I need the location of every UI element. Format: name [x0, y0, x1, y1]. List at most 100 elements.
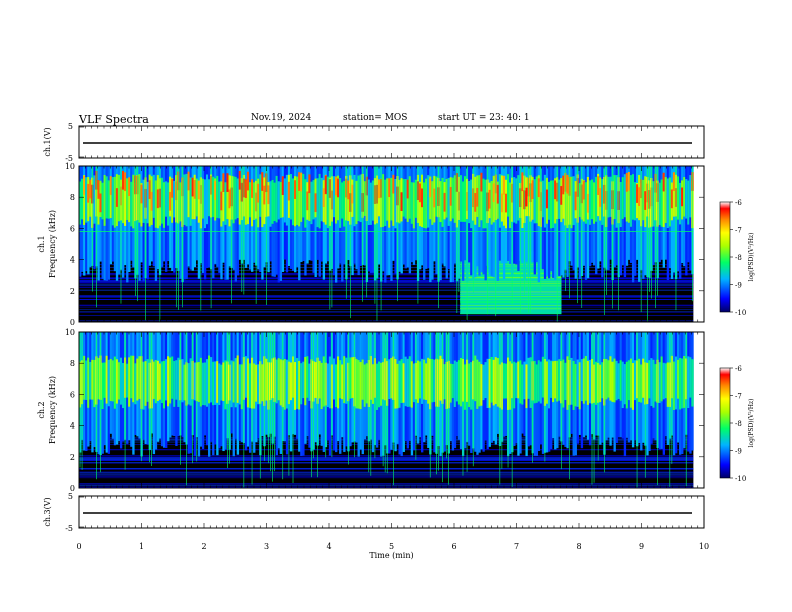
ch1-spec-streak-core — [218, 181, 221, 219]
ch1-spec-streak-peak — [433, 188, 436, 208]
ch1-spec-streak-core — [509, 182, 512, 229]
ch1-spec-streak-core — [668, 177, 672, 227]
ch2-spec-streak-core — [580, 359, 584, 402]
ch2-spec-streak-core — [658, 362, 661, 404]
ch1-spec-streak-peak — [586, 193, 590, 213]
ch2-spec-streak-core — [322, 356, 326, 407]
ch1-spec-streak — [435, 166, 438, 275]
ch2-spec-streak-core — [660, 356, 663, 402]
ch1-spec-streak-core — [607, 176, 610, 218]
ch1-spec-streak — [173, 166, 176, 273]
ch2-spec-streak-core — [144, 361, 147, 406]
ch2-spec-streak-core — [687, 356, 690, 409]
ch2-spec-streak-core — [234, 358, 237, 408]
ch2-spec-streak-core — [494, 357, 498, 404]
date-label: Nov.19, 2024 — [251, 113, 312, 123]
ch1-spec-streak-core — [257, 178, 260, 228]
ch1-spec-streak-core — [224, 182, 227, 225]
ch1-spec-streak-core — [384, 179, 387, 227]
ch2-spec-streak-core — [136, 358, 139, 401]
ch1-spec-streak-core — [253, 182, 256, 220]
ch1-spec-streak-core — [97, 181, 100, 225]
ch2-spec-streak-core — [279, 359, 283, 406]
ch1-spec-streak-core — [429, 176, 432, 220]
ch2-spec-streak-core — [240, 364, 244, 410]
ch2-spec-streak-core — [468, 363, 471, 408]
ch2-spec-streak-core — [633, 360, 637, 401]
ch2-spec-streak-core — [451, 363, 455, 399]
ch1-spec-streak — [142, 166, 145, 282]
ch2-spec-streak-core — [132, 355, 135, 403]
ch2-spec-ytick-label: 8 — [70, 359, 75, 368]
ch1-spec-streak-core — [502, 182, 506, 226]
ch2-spec-streak-core — [674, 356, 678, 410]
ch2-spec-streak-core — [550, 360, 553, 398]
ch1-spec-streak-peak — [87, 183, 90, 203]
ch2-spec-streak-core — [425, 363, 428, 400]
ch2-spec-streak-core — [154, 359, 158, 404]
ch1-spec-streak-peak — [124, 172, 127, 192]
ch1-spec-streak-peak — [322, 188, 326, 207]
ch1-spec-streak — [670, 166, 674, 279]
ch1-spec-streak-peak — [670, 189, 674, 209]
ch1-spec-streak — [390, 166, 393, 281]
ch1-spec-streak — [562, 166, 565, 278]
ch1-spec-streak-peak — [392, 174, 395, 194]
ch2-spec-streak-core — [443, 364, 446, 400]
ch1-spec-streak-core — [468, 180, 471, 224]
ch2-spec-streak-core — [519, 360, 522, 404]
ch2-spec-streak-core — [527, 357, 530, 399]
ch1-spec-streak — [578, 166, 582, 279]
ch1-spec-streak-peak — [480, 172, 483, 192]
ch1-spec-streak — [642, 166, 645, 279]
ch1-spec-streak-peak — [122, 170, 125, 190]
ch1-spec-streak — [259, 166, 262, 273]
ch2-spec-streak-core — [453, 360, 457, 407]
ch2-spec-streak-core — [181, 359, 184, 403]
ch1-spec-streak-peak — [429, 178, 432, 198]
ch1-spec-streak — [273, 166, 276, 277]
ch1-spec-streak-peak — [128, 177, 131, 197]
ch2-spec-streak-core — [482, 364, 485, 401]
ch1-spec-streak-core — [590, 179, 594, 220]
ch2-spec-streak-core — [431, 359, 434, 403]
ch2-spec-streak-core — [89, 361, 92, 400]
ch1-spec-streak-core — [566, 179, 569, 229]
ch2-spec-streak-core — [183, 364, 186, 401]
ch1-spec-streak-peak — [109, 176, 113, 195]
ch2-spec-streak-core — [97, 357, 100, 400]
ch1-spec-streak-peak — [238, 170, 242, 190]
ch2-spec-streak-core — [547, 359, 551, 409]
ch1-spec-streak-core — [662, 173, 666, 228]
ch1-spec-streak-core — [302, 173, 305, 218]
ch1-spec-streak-core — [203, 179, 207, 229]
ch1-spec-streak-core — [572, 176, 575, 226]
ch2-spec-streak-core — [474, 355, 477, 402]
ch2-spec-streak-core — [574, 364, 577, 407]
ch1-spec-streak-core — [418, 181, 422, 227]
ch2-spec-colorbar-tick-label: -10 — [735, 475, 746, 483]
ch1-spec-ytick-label: 4 — [70, 256, 75, 265]
ch2-spec-streak-core — [308, 363, 311, 401]
ch2-spec-streak-core — [537, 360, 541, 402]
ch1-spec-streak-core — [277, 181, 280, 220]
ch1-spec-streak-core — [435, 176, 438, 217]
ch1-spec-streak-core — [296, 176, 299, 225]
ch1-spec-streak-core — [402, 179, 405, 217]
ch1-spec-streak-core — [652, 181, 655, 227]
ch1-spec-streak-core — [259, 174, 262, 217]
ch1-spec-streak-core — [109, 181, 113, 219]
ch2-spec-streak-core — [625, 361, 629, 409]
ch2-spec-streak-core — [595, 361, 598, 405]
ch2-spec-streak-core — [640, 364, 643, 403]
ch2-spec-streak-core — [275, 359, 278, 404]
ch1-spec-streak-peak — [89, 179, 92, 199]
ch2-spec-streak-core — [607, 360, 610, 398]
ch2-spec-streak-core — [371, 364, 375, 404]
ch1-spec-streak-core — [187, 175, 190, 218]
ch1-spec-streak-peak — [644, 191, 647, 210]
ch2-spec-streak-core — [298, 360, 301, 410]
ch2-spec-streak-core — [650, 358, 653, 406]
ch1-spec-streak-core — [601, 179, 604, 225]
ch1-spec-streak-core — [521, 180, 524, 229]
